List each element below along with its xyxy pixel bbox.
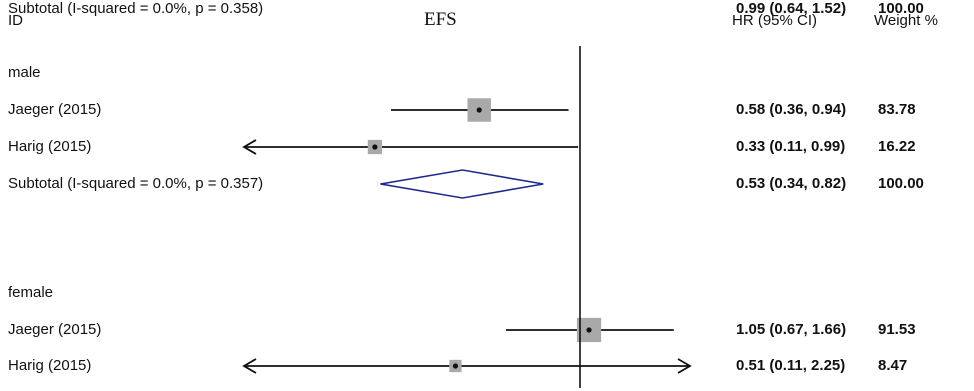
study-label: Harig (2015) — [8, 357, 92, 374]
ci-arrow-right-icon — [677, 358, 692, 374]
weight-value: 16.22 — [878, 138, 916, 155]
subtotal-diamond — [380, 169, 544, 199]
weight-value: 83.78 — [878, 101, 916, 118]
hr-column-header: HR (95% CI) — [732, 12, 818, 29]
point-estimate — [452, 363, 459, 369]
study-label: Jaeger (2015) — [8, 321, 102, 338]
hr-ci-value: 1.05 (0.67, 1.66) — [736, 321, 847, 338]
ci-arrow-left-icon — [242, 139, 257, 155]
subtotal-hr-ci-value: 0.53 (0.34, 0.82) — [736, 175, 847, 192]
id-column-header: ID — [8, 12, 23, 29]
weight-column-header: Weight % — [874, 12, 938, 29]
weight-value: 91.53 — [878, 321, 916, 338]
group-label: male — [8, 64, 41, 81]
subtotal-label: Subtotal (I-squared = 0.0%, p = 0.358) — [8, 0, 264, 17]
point-estimate — [372, 144, 378, 150]
group-label: female — [8, 284, 54, 301]
subtotal-hr-ci-value: 0.99 (0.64, 1.52) — [736, 0, 847, 17]
hr-ci-value: 0.51 (0.11, 2.25) — [736, 357, 846, 374]
weight-value: 8.47 — [878, 357, 908, 374]
point-estimate — [476, 107, 482, 113]
subtotal-weight-value: 100.00 — [878, 0, 924, 17]
study-label: Jaeger (2015) — [8, 101, 102, 118]
subtotal-weight-value: 100.00 — [878, 175, 924, 192]
point-estimate — [586, 327, 592, 333]
ci-arrow-left-icon — [242, 358, 257, 374]
chart-title: EFS — [424, 9, 457, 30]
hr-ci-value: 0.33 (0.11, 0.99) — [736, 138, 846, 155]
subtotal-label: Subtotal (I-squared = 0.0%, p = 0.357) — [8, 175, 264, 192]
hr-ci-value: 0.58 (0.36, 0.94) — [736, 101, 847, 118]
study-label: Harig (2015) — [8, 138, 92, 155]
